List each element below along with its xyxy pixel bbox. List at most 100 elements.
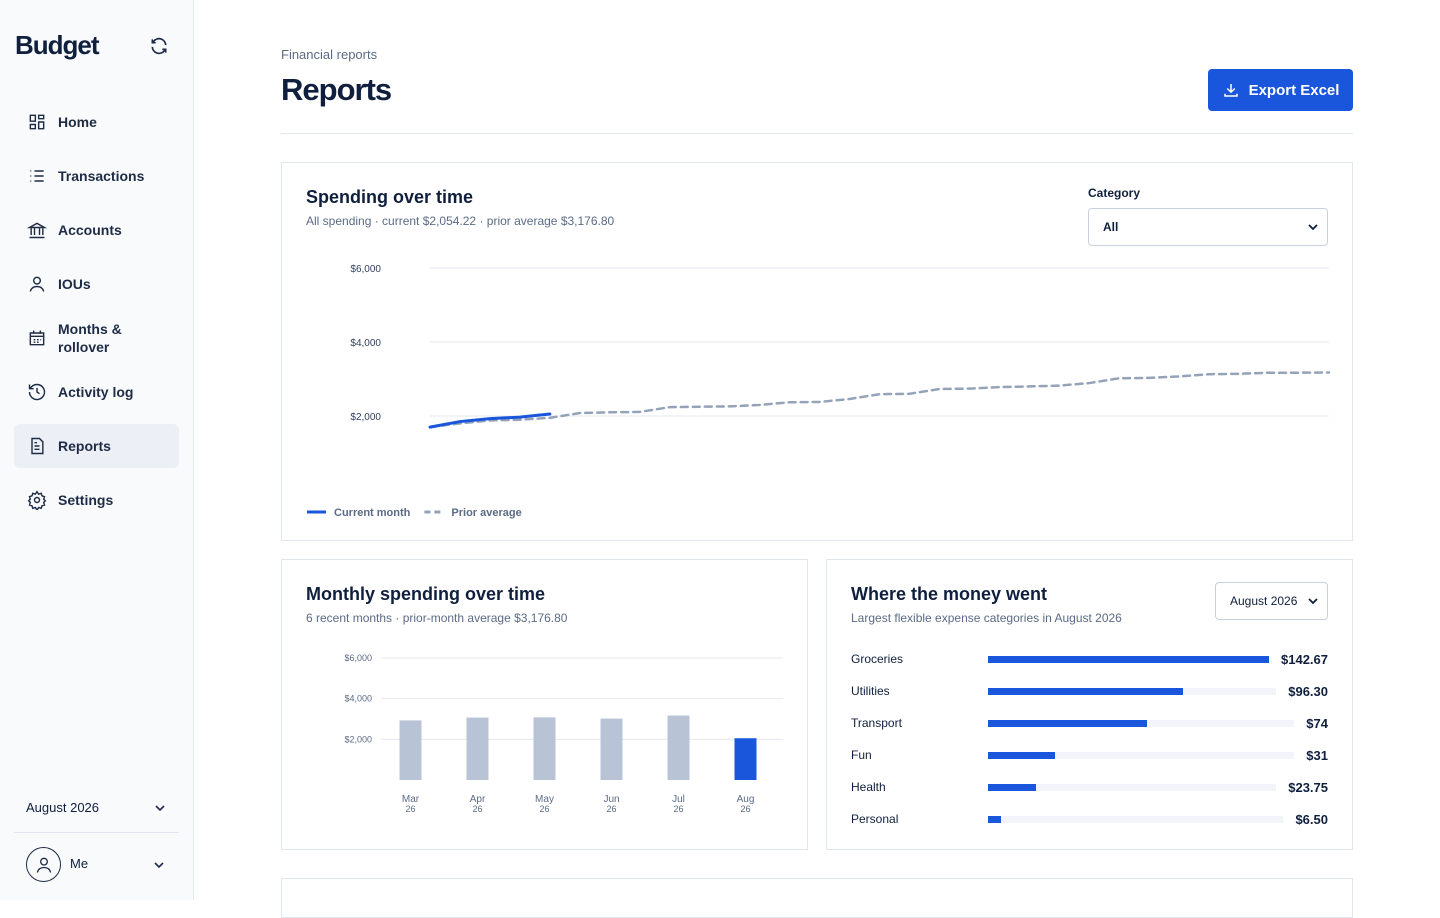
avatar[interactable] (26, 847, 61, 882)
icon-path (31, 437, 44, 455)
value-label: $6.50 (1295, 811, 1328, 827)
nav-icon (29, 114, 45, 130)
nav-label: Settings (58, 492, 114, 508)
line-series (428, 412, 552, 429)
x-tick-year: 26 (740, 804, 750, 814)
nav-item[interactable]: Accounts (14, 208, 179, 252)
brand: Budget (15, 30, 100, 60)
nav-label: Accounts (58, 222, 122, 238)
divider (281, 133, 1353, 134)
nav-icon (30, 170, 44, 182)
nav-item[interactable]: Reports (14, 424, 179, 468)
card-subtitle: Largest flexible expense categories in A… (851, 611, 1122, 625)
nav-label: IOUs (58, 276, 91, 292)
bar (988, 655, 1269, 663)
spending-card: $2,000 $4,000 $6,000 Current month Prior ave… (281, 162, 1353, 541)
nav-label: Months & rollover (58, 321, 122, 355)
bar (600, 718, 623, 780)
value-label: $31 (1306, 747, 1328, 763)
category-select[interactable]: All (1088, 208, 1328, 246)
nav-label: Home (58, 114, 97, 130)
bar (734, 738, 757, 780)
bar (667, 715, 690, 780)
bar-label: Fun (851, 748, 872, 762)
legend-label: Prior average (451, 507, 521, 519)
bar-track (988, 815, 1284, 823)
line-chart: $2,000 $4,000 $6,000 Current month Prior ave… (307, 264, 1331, 519)
x-tick-year: 26 (539, 804, 549, 814)
value-label: $23.75 (1288, 779, 1328, 795)
x-tick-label: Jul (672, 794, 685, 805)
x-tick-label: Aug (737, 794, 755, 805)
period-select[interactable]: August 2026 (1215, 582, 1328, 620)
bar (399, 720, 422, 780)
x-tick-year: 26 (606, 804, 616, 814)
icon-path (27, 222, 47, 239)
nav-item[interactable]: Activity log (14, 370, 179, 414)
card-title: Where the money went (851, 584, 1048, 604)
bar (988, 687, 1183, 695)
bar (466, 717, 489, 780)
legend-label: Current month (334, 507, 411, 519)
nav-item[interactable]: Settings (14, 478, 179, 522)
icon-path (29, 330, 45, 346)
filter-label: Category (1088, 186, 1141, 200)
bar-label: Transport (851, 716, 902, 730)
refresh-icon[interactable] (149, 36, 169, 56)
value-label: $74 (1306, 715, 1328, 731)
select-value: August 2026 (1230, 594, 1298, 608)
y-tick-label: $2,000 (350, 412, 381, 423)
bar (988, 815, 1002, 823)
nav-icon (31, 437, 44, 455)
sidebar: Budget Home Transactions Accounts IOUs Month… (0, 0, 194, 900)
nav-icon (29, 330, 45, 346)
bar (988, 783, 1036, 791)
x-tick-year: 26 (673, 804, 683, 814)
export-label: Export Excel (1248, 81, 1340, 99)
card-subtitle: 6 recent months · prior-month average $3… (306, 611, 568, 625)
card-title: Spending over time (306, 187, 474, 207)
icon-path (27, 490, 47, 510)
user-icon (36, 857, 51, 873)
bar (533, 717, 556, 780)
y-tick-label: $6,000 (350, 264, 381, 275)
bar-row: Personal $6.50 (851, 803, 1328, 835)
bar (988, 751, 1055, 759)
categories-card: Where the money went Largest flexible ex… (826, 559, 1353, 850)
nav-icon (27, 222, 47, 239)
chevron[interactable] (153, 859, 165, 871)
x-tick-year: 26 (405, 804, 415, 814)
bar (988, 719, 1147, 727)
export-button[interactable]: Export Excel (1208, 69, 1353, 111)
bar-label: Health (851, 780, 886, 794)
bar-label: Utilities (851, 684, 890, 698)
icon-path (30, 170, 44, 182)
bar-row: Utilities $96.30 (851, 675, 1328, 707)
month-selector[interactable]: August 2026 (26, 800, 166, 815)
next-card (281, 878, 1353, 918)
bar-track (988, 719, 1295, 727)
nav-label: Activity log (58, 384, 134, 400)
nav-icon (29, 276, 45, 292)
user-name[interactable]: Me (70, 856, 89, 871)
y-tick-label: $6,000 (344, 653, 372, 663)
x-tick-label: May (535, 794, 554, 805)
x-tick-label: Jun (603, 794, 619, 805)
bar-row: Health $23.75 (851, 771, 1328, 803)
line-series (428, 371, 1331, 429)
y-tick-label: $4,000 (350, 338, 381, 349)
nav-label: Transactions (58, 168, 145, 184)
chevron (1308, 598, 1318, 605)
icon-path (28, 383, 46, 401)
nav-item[interactable]: Home (14, 100, 179, 144)
chevron (1308, 224, 1318, 231)
card-title: Monthly spending over time (306, 584, 546, 604)
bar-label: Groceries (851, 652, 904, 666)
monthly-card: $2,000 $4,000 $6,000 Mar 26 Apr 26 May 26 Jun 26 Ju… (281, 559, 808, 850)
nav-item[interactable]: Months & rollover (14, 316, 179, 360)
nav-item[interactable]: Transactions (14, 154, 179, 198)
nav-item[interactable]: IOUs (14, 262, 179, 306)
bar-row: Groceries $142.67 (851, 643, 1328, 675)
page-title: Reports (281, 72, 392, 107)
